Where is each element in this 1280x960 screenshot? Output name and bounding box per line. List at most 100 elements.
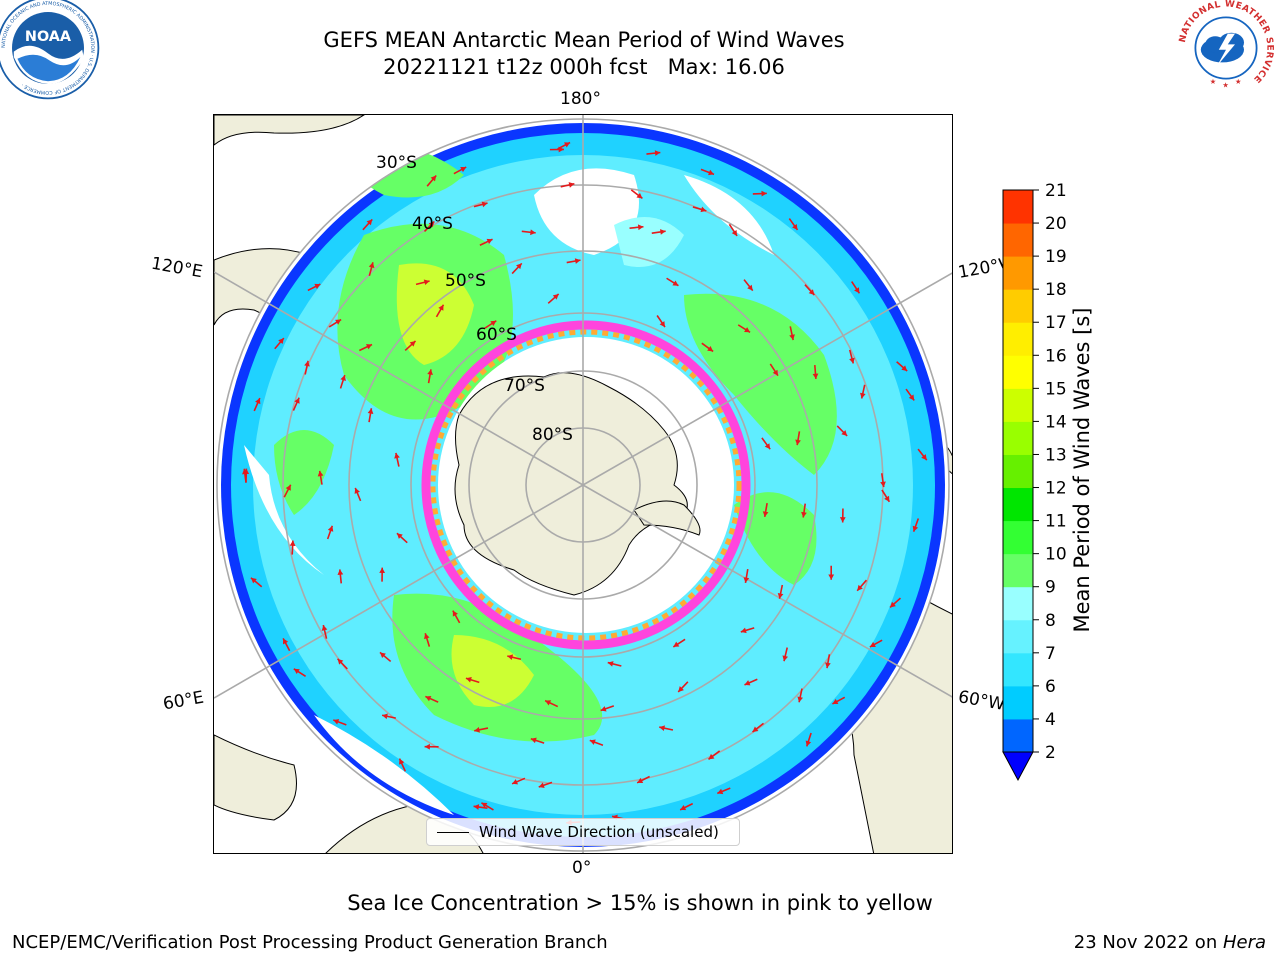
wave-arrow-head (255, 398, 261, 405)
wave-arrow-head (424, 633, 430, 640)
wave-arrow-head (707, 346, 714, 352)
colorbar-tick-label: 16 (1045, 346, 1067, 366)
wave-arrow-head (490, 320, 497, 327)
wave-arrow-head (486, 238, 493, 245)
colorbar-tick-label: 2 (1045, 743, 1056, 763)
wave-arrow-head (890, 601, 896, 608)
wave-arrow-head (659, 725, 666, 731)
noaa-logo-text: NOAA (25, 29, 72, 45)
lat-label-30s: 30°S (376, 153, 417, 173)
wave-arrow-head (717, 788, 724, 795)
wave-arrow-head (839, 517, 846, 523)
wave-arrow-head (637, 777, 644, 783)
colorbar-tick-label: 8 (1045, 611, 1056, 631)
wave-arrow-head (285, 484, 291, 491)
wind-wave-arrows (242, 141, 928, 826)
colorbar-tick-label: 21 (1045, 181, 1067, 201)
wave-arrow-head (278, 338, 284, 344)
polar-map: 30°S 40°S 50°S 60°S 70°S 80°S (213, 114, 953, 854)
wave-arrow-head (841, 430, 848, 436)
wave-arrow-head (708, 753, 715, 760)
colorbar-cell (1003, 289, 1033, 323)
wave-arrow-head (335, 319, 342, 325)
wave-arrow-head (659, 229, 666, 235)
wave-arrow-head (294, 397, 300, 404)
colorbar-cell (1003, 553, 1033, 588)
wave-arrow-head (805, 740, 812, 747)
wave-arrow-head (460, 167, 467, 173)
colorbar-tick-label: 11 (1045, 512, 1067, 532)
wave-arrow-head (673, 641, 680, 647)
wave-arrow-head (869, 641, 876, 647)
colorbar-tick-label: 18 (1045, 280, 1067, 300)
wave-arrow-head (379, 567, 386, 573)
chart-subtitle: 20221121 t12z 000h fcst Max: 16.06 (383, 55, 785, 79)
wave-arrow-head (530, 737, 537, 744)
wave-arrow-head (340, 375, 346, 381)
wave-arrow-head (452, 610, 458, 617)
wave-arrow-head (481, 802, 488, 808)
lat-label-50s: 50°S (445, 271, 486, 291)
wave-arrow-head (474, 726, 480, 733)
wave-arrow-head (772, 369, 778, 376)
wave-arrow-head (399, 758, 405, 765)
colorbar-under-triangle (1002, 751, 1034, 782)
wave-arrow-head (428, 221, 435, 228)
wave-arrow-head (672, 280, 679, 286)
wave-arrow-head (438, 304, 444, 311)
footer-date: 23 Nov 2022 on Hera (1074, 932, 1266, 954)
wave-arrow-head (812, 373, 819, 379)
wave-arrow-head (409, 340, 416, 347)
wave-arrow-head (708, 169, 715, 176)
colorbar-cell (1003, 454, 1033, 489)
wave-arrow-head (860, 392, 866, 399)
wave-arrow-head (832, 698, 839, 704)
wave-arrow-head (337, 569, 344, 575)
colorbar-tick-label: 9 (1045, 578, 1056, 598)
wave-arrow-head (354, 487, 360, 494)
footer-date-text: 23 Nov 2022 on (1073, 932, 1223, 953)
colorbar-tick-label: 13 (1045, 445, 1067, 465)
wave-arrow-head (382, 713, 388, 720)
noaa-logo: NATIONAL OCEANIC AND ATMOSPHERIC ADMINIS… (0, 0, 100, 100)
colorbar: 2 4 6 7 8 9 10 11 12 13 14 15 16 17 18 19 20 21 (1002, 181, 1067, 782)
lat-label-70s: 70°S (504, 376, 545, 396)
colorbar-tick-label: 7 (1045, 644, 1056, 664)
colorbar-tick-label: 12 (1045, 479, 1067, 499)
lon-label-120e: 120°E (149, 253, 205, 283)
colorbar-cell (1003, 256, 1033, 290)
footer-machine: Hera (1222, 932, 1266, 953)
wave-arrow-head (568, 182, 575, 188)
wave-arrow-head (828, 574, 835, 580)
wave-arrow-head (424, 743, 430, 750)
colorbar-tick-label: 17 (1045, 313, 1067, 333)
legend-line-symbol (437, 832, 469, 833)
wave-arrow-head (636, 192, 643, 199)
wave-arrow-head (314, 283, 321, 290)
colorbar-tick-label: 19 (1045, 247, 1067, 267)
wave-arrow-head (849, 357, 855, 364)
wave-arrow-head (379, 652, 386, 659)
wave-arrow-head (250, 577, 257, 584)
legend-label: Wind Wave Direction (unscaled) (479, 823, 719, 841)
footer-branch: NCEP/EMC/Verification Post Processing Pr… (12, 932, 608, 953)
wave-arrow-head (700, 206, 707, 213)
wave-arrow-head (747, 284, 753, 291)
wave-arrow-head (731, 230, 738, 236)
nws-logo: NATIONAL WEATHER SERVICE ★ ★ ★ (1175, 0, 1277, 99)
wave-arrow-head (743, 577, 750, 583)
colorbar-cell (1003, 223, 1033, 257)
wave-arrow-head (921, 454, 927, 461)
wave-arrow-head (574, 258, 581, 264)
wave-arrow-head (304, 360, 310, 367)
colorbar-label: Mean Period of Wind Waves [s] (1070, 307, 1094, 633)
svg-text:★: ★ (1210, 77, 1216, 86)
wave-arrow-head (337, 658, 344, 665)
wave-arrow-head (782, 655, 789, 662)
colorbar-cell (1003, 718, 1033, 753)
colorbar-cell (1003, 652, 1033, 687)
wave-arrow-head (795, 439, 801, 446)
colorbar-cell (1003, 586, 1033, 621)
wave-arrow-head (425, 695, 432, 702)
